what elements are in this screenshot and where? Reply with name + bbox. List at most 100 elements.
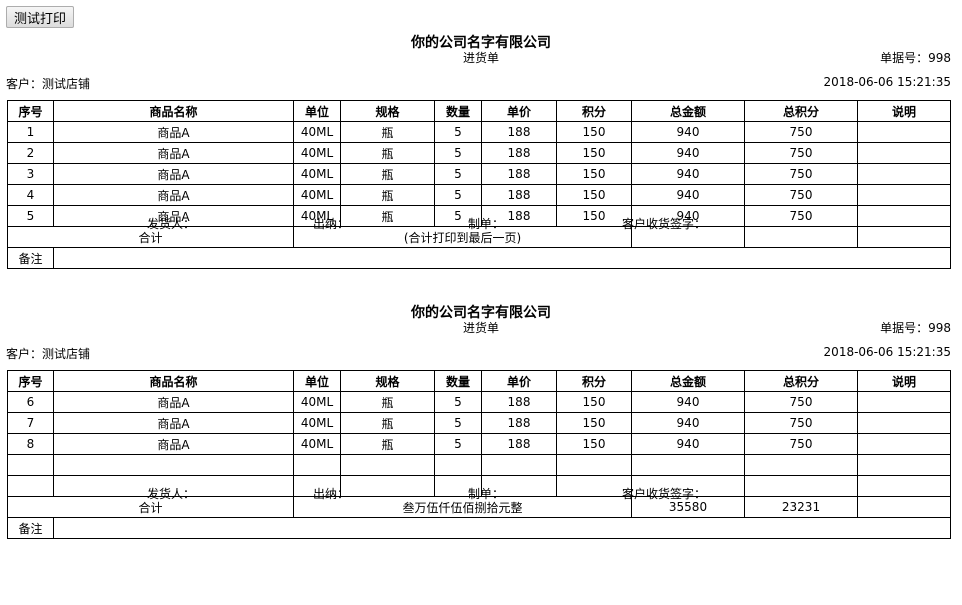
- company-name: 你的公司名字有限公司: [411, 35, 551, 51]
- table-row: [7, 454, 951, 476]
- table-cell: [556, 454, 632, 476]
- table-cell: 商品A: [53, 433, 294, 455]
- table-cell: 瓶: [340, 205, 435, 227]
- table-cell: [340, 475, 435, 497]
- table-cell: [857, 163, 951, 185]
- table-cell: 40ML: [293, 412, 341, 434]
- document-number: 单据号：998: [880, 321, 951, 335]
- table-cell: 188: [481, 163, 557, 185]
- table-row: 2 商品A 40ML 瓶 5 188 150 940 750: [7, 142, 951, 164]
- table-cell: 商品A: [53, 121, 294, 143]
- signature-label: 发货人：: [147, 487, 196, 501]
- table-cell: 5: [7, 205, 54, 227]
- table-cell: 5: [434, 184, 482, 206]
- items-table: 序号 商品名称 单位 规格 数量 单价 积分 总金额 总积分 说明 1 商品A 40ML 瓶 5 188 150…: [7, 100, 951, 269]
- table-row: 7 商品A 40ML 瓶 5 188 150 940 750: [7, 412, 951, 434]
- table-cell: 3: [7, 163, 54, 185]
- table-row: 4 商品A 40ML 瓶 5 188 150 940 750: [7, 184, 951, 206]
- table-cell: 商品A: [53, 142, 294, 164]
- total-note: [857, 496, 951, 518]
- table-cell: 188: [481, 121, 557, 143]
- remark-value: [53, 247, 951, 269]
- table-cell: 商品A: [53, 184, 294, 206]
- table-cell: 5: [434, 412, 482, 434]
- table-cell: [857, 412, 951, 434]
- table-cell: [857, 205, 951, 227]
- table-cell: 750: [744, 142, 858, 164]
- remark-label: 备注: [7, 247, 54, 269]
- column-header: 积分: [556, 370, 632, 392]
- column-header: 数量: [434, 100, 482, 122]
- table-cell: 150: [556, 121, 632, 143]
- table-cell: 5: [434, 391, 482, 413]
- table-cell: 40ML: [293, 391, 341, 413]
- table-cell: 940: [631, 142, 745, 164]
- table-cell: 750: [744, 121, 858, 143]
- column-header: 单位: [293, 370, 341, 392]
- table-cell: [857, 391, 951, 413]
- table-cell: 7: [7, 412, 54, 434]
- document-type: 进货单: [462, 321, 499, 335]
- table-cell: 150: [556, 412, 632, 434]
- table-cell: 150: [556, 205, 632, 227]
- table-cell: 瓶: [340, 433, 435, 455]
- remark-row: 备注: [7, 247, 951, 269]
- column-header: 序号: [7, 370, 54, 392]
- signature-label: 出纳：: [313, 217, 350, 231]
- table-cell: 150: [556, 142, 632, 164]
- table-cell: [857, 184, 951, 206]
- column-header: 总金额: [631, 100, 745, 122]
- table-cell: 商品A: [53, 163, 294, 185]
- table-cell: [293, 454, 341, 476]
- table-cell: 150: [556, 184, 632, 206]
- column-header: 总积分: [744, 370, 858, 392]
- table-cell: 40ML: [293, 163, 341, 185]
- table-cell: [631, 454, 745, 476]
- header-row: 序号 商品名称 单位 规格 数量 单价 积分 总金额 总积分 说明: [7, 100, 951, 122]
- signature-label: 制单：: [468, 217, 505, 231]
- table-cell: 940: [631, 391, 745, 413]
- column-header: 说明: [857, 370, 951, 392]
- table-cell: 750: [744, 412, 858, 434]
- signature-label: 发货人：: [147, 217, 196, 231]
- remark-label: 备注: [7, 517, 54, 539]
- customer: 客户：测试店铺: [6, 347, 91, 361]
- total-text: 叁万伍仟伍佰捌拾元整: [293, 496, 632, 518]
- table-cell: 瓶: [340, 163, 435, 185]
- table-cell: 商品A: [53, 391, 294, 413]
- table-cell: [53, 454, 294, 476]
- table-cell: 750: [744, 433, 858, 455]
- table-cell: 188: [481, 412, 557, 434]
- table-cell: 5: [434, 433, 482, 455]
- table-row: 1 商品A 40ML 瓶 5 188 150 940 750: [7, 121, 951, 143]
- table-cell: 940: [631, 412, 745, 434]
- table-cell: 瓶: [340, 412, 435, 434]
- datetime: 2018-06-06 15:21:35: [823, 75, 951, 89]
- table-row: 3 商品A 40ML 瓶 5 188 150 940 750: [7, 163, 951, 185]
- table-cell: 瓶: [340, 391, 435, 413]
- table-cell: 750: [744, 391, 858, 413]
- table-cell: 2: [7, 142, 54, 164]
- column-header: 积分: [556, 100, 632, 122]
- table-cell: 5: [434, 121, 482, 143]
- test-print-button[interactable]: 测试打印: [6, 6, 74, 28]
- remark-row: 备注: [7, 517, 951, 539]
- remark-value: [53, 517, 951, 539]
- table-cell: 40ML: [293, 142, 341, 164]
- table-cell: 40ML: [293, 184, 341, 206]
- table-cell: [857, 142, 951, 164]
- table-cell: 188: [481, 184, 557, 206]
- column-header: 单价: [481, 370, 557, 392]
- column-header: 单价: [481, 100, 557, 122]
- column-header: 规格: [340, 370, 435, 392]
- table-row: 6 商品A 40ML 瓶 5 188 150 940 750: [7, 391, 951, 413]
- table-cell: 8: [7, 433, 54, 455]
- table-cell: [857, 454, 951, 476]
- table-cell: [7, 475, 54, 497]
- table-cell: 750: [744, 205, 858, 227]
- document-type: 进货单: [462, 51, 499, 65]
- column-header: 规格: [340, 100, 435, 122]
- table-cell: [556, 475, 632, 497]
- table-cell: 5: [434, 142, 482, 164]
- table-cell: 150: [556, 391, 632, 413]
